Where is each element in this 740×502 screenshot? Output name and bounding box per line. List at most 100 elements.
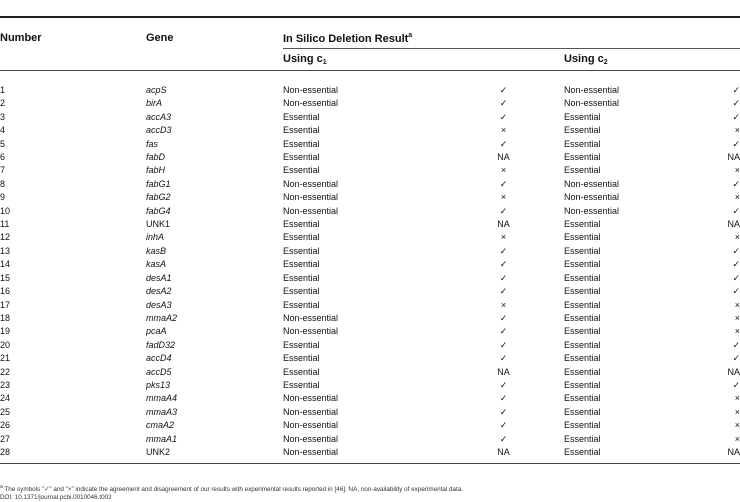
row-c1-mark: ✓ [499,420,508,431]
row-number: 4 [0,125,6,136]
row-c2-mark: ✓ [732,98,740,109]
row-gene: accD5 [146,366,172,377]
row-number: 21 [0,353,11,364]
table-row: 6 fabD Essential NA Essential NA [0,151,740,164]
row-c1-result: Essential [283,232,320,243]
row-number: 1 [0,85,6,95]
row-c1-mark: ✓ [499,433,508,444]
row-c2-mark: ✓ [732,259,740,270]
results-table-body: 1 acpS Non-essential ✓ Non-essential ✓ 2 birA No… [0,84,740,459]
header-using-c1-label: Using c [283,53,323,65]
row-c2-result: Essential [564,406,601,417]
row-c1-mark: ✓ [499,406,508,417]
table-row: 11 UNK1 Essential NA Essential NA [0,218,740,231]
row-number: 25 [0,406,11,417]
table-row: 9 fabG2 Non-essential × Non-essential × [0,191,740,204]
row-c1-mark: NA [497,219,510,230]
row-gene: fadD32 [146,339,176,350]
table-row: 26 cmaA2 Non-essential ✓ Essential × [0,419,740,432]
row-c2-mark: × [734,393,740,404]
row-c1-mark: NA [497,366,510,377]
footnote: a The symbols "✓" and "×" indicate the a… [0,484,463,493]
table-row: 27 mmaA1 Non-essential ✓ Essential × [0,433,740,446]
row-c1-mark: ✓ [499,379,508,390]
row-c1-mark: ✓ [499,286,508,297]
row-gene: fabG2 [146,192,171,203]
row-c2-result: Essential [564,152,601,163]
bottom-rule [0,463,740,464]
row-gene: mmaA2 [146,312,178,323]
row-c1-mark: ✓ [499,393,508,404]
row-c1-result: Essential [283,111,320,122]
row-c1-result: Essential [283,339,320,350]
row-c2-mark: ✓ [732,138,740,149]
top-rule [0,16,740,18]
row-c1-result: Essential [283,245,320,256]
row-c1-result: Non-essential [283,312,339,323]
row-c1-mark: ✓ [499,259,508,270]
row-c1-mark: ✓ [499,245,508,256]
row-number: 7 [0,165,6,176]
row-c1-result: Non-essential [283,98,339,109]
row-number: 17 [0,299,11,310]
row-c2-mark: × [734,406,740,417]
row-c2-mark: ✓ [732,245,740,256]
row-c2-mark: ✓ [732,272,740,283]
row-c1-result: Non-essential [283,326,339,337]
row-c2-mark: × [734,326,740,337]
row-number: 8 [0,178,6,189]
row-c2-result: Essential [564,299,601,310]
row-c2-result: Essential [564,286,601,297]
row-number: 18 [0,312,11,323]
row-c1-mark: × [500,125,507,136]
row-c1-result: Essential [283,366,320,377]
row-gene: mmaA3 [146,406,178,417]
row-c2-mark: × [734,433,740,444]
table-row: 21 accD4 Essential ✓ Essential ✓ [0,352,740,365]
row-c2-mark: × [734,125,740,136]
row-c2-mark: ✓ [732,205,740,216]
row-gene: inhA [146,232,165,243]
footnote-marker: a [0,484,3,490]
table-row: 22 accD5 Essential NA Essential NA [0,366,740,379]
row-c2-result: Non-essential [564,98,620,109]
header-result: In Silico Deletion Resulta [283,32,412,45]
header-using-c1-index: 1 [322,59,327,66]
row-c1-mark: ✓ [499,111,508,122]
row-c1-mark: NA [497,152,510,163]
row-c1-result: Essential [283,165,320,176]
row-c2-result: Essential [564,420,601,431]
row-number: 27 [0,433,11,444]
row-number: 12 [0,232,11,243]
table-row: 23 pks13 Essential ✓ Essential ✓ [0,379,740,392]
row-number: 20 [0,339,11,350]
row-c1-mark: × [500,232,507,243]
row-c1-mark: × [500,192,507,203]
row-c2-mark: ✓ [732,339,740,350]
row-c2-mark: NA [727,446,740,457]
row-c2-result: Essential [564,353,601,364]
row-c1-result: Non-essential [283,85,339,95]
row-number: 14 [0,259,11,270]
header-using-c2: Using c2 [564,53,608,66]
doi-line: DOI: 10.1371/journal.pcbi.0010046.t002 [0,494,112,501]
row-c1-result: Essential [283,219,320,230]
row-gene: mmaA4 [146,393,178,404]
row-c2-mark: × [734,232,740,243]
row-number: 16 [0,286,11,297]
row-c2-result: Essential [564,165,601,176]
table-row: 14 kasA Essential ✓ Essential ✓ [0,258,740,271]
table-row: 25 mmaA3 Non-essential ✓ Essential × [0,406,740,419]
row-c1-result: Non-essential [283,393,339,404]
row-gene: desA2 [146,286,172,297]
row-gene: mmaA1 [146,433,178,444]
row-c1-result: Non-essential [283,205,339,216]
row-c2-result: Non-essential [564,192,620,203]
row-c2-result: Non-essential [564,205,620,216]
row-c1-result: Essential [283,138,320,149]
row-gene: desA3 [146,299,172,310]
row-c1-mark: ✓ [499,353,508,364]
table-row: 8 fabG1 Non-essential ✓ Non-essential ✓ [0,178,740,191]
row-c2-result: Essential [564,125,601,136]
header-number: Number [0,32,42,44]
